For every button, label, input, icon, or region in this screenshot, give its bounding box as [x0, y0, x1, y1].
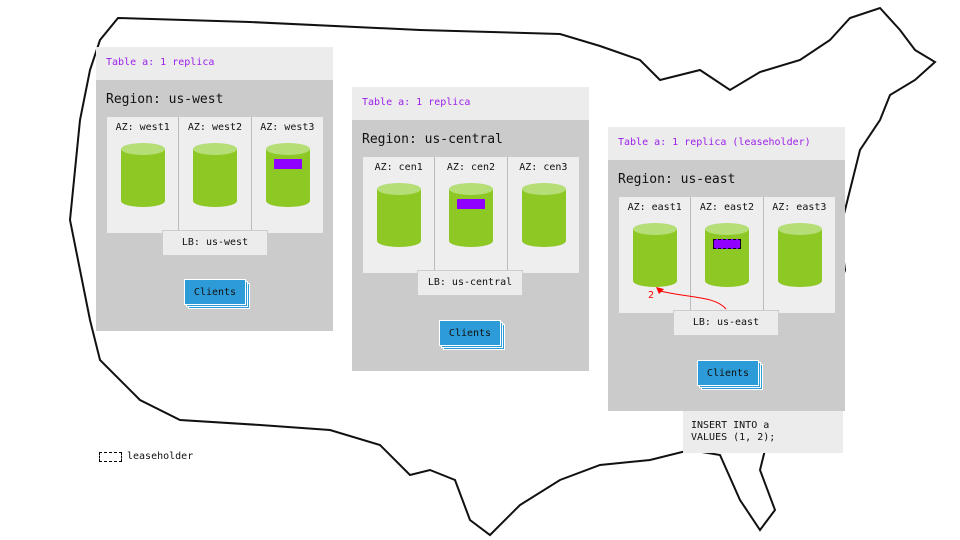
load-balancer: LB: us-east	[673, 310, 779, 336]
region-panel: Region: us-east AZ: east1 AZ: east2 AZ: …	[608, 160, 845, 411]
table-replica-label: Table a: 1 replica	[96, 47, 333, 80]
node-cylinder	[521, 183, 566, 247]
region-label: Region: us-east	[618, 172, 736, 187]
az-cen2: AZ: cen2	[435, 157, 508, 273]
leaseholder-replica	[713, 239, 742, 249]
region-label: Region: us-west	[106, 92, 224, 107]
az-west1: AZ: west1	[107, 117, 180, 233]
az-east3: AZ: east3	[764, 197, 835, 313]
arrow-step-label: 2	[648, 290, 655, 301]
sql-statement: INSERT INTO a VALUES (1, 2);	[683, 411, 843, 453]
az-label: AZ: east1	[627, 202, 682, 213]
leaseholder-legend-swatch	[99, 451, 122, 462]
clients-stack: Clients	[184, 279, 250, 309]
node-cylinder	[449, 183, 494, 247]
az-label: AZ: west1	[115, 122, 170, 133]
clients-label: Clients	[697, 360, 759, 386]
clients-stack: Clients	[439, 320, 505, 350]
region-panel: Region: us-central AZ: cen1 AZ: cen2 AZ:…	[352, 120, 589, 371]
az-label: AZ: west3	[260, 122, 315, 133]
az-label: AZ: cen3	[519, 162, 568, 173]
node-cylinder	[777, 223, 822, 287]
az-label: AZ: east3	[772, 202, 827, 213]
az-cen1: AZ: cen1	[363, 157, 436, 273]
clients-label: Clients	[439, 320, 501, 346]
az-east2: AZ: east2	[691, 197, 764, 313]
clients-label: Clients	[184, 279, 246, 305]
node-cylinder	[193, 143, 238, 207]
az-panel: AZ: east1 AZ: east2 AZ: east3	[619, 197, 835, 313]
az-panel: AZ: west1 AZ: west2 AZ: west3	[107, 117, 323, 233]
load-balancer: LB: us-central	[417, 270, 523, 296]
replica	[457, 199, 486, 209]
az-label: AZ: cen1	[374, 162, 423, 173]
az-label: AZ: west2	[187, 122, 243, 133]
table-replica-label: Table a: 1 replica (leaseholder)	[608, 127, 845, 160]
az-label: AZ: east2	[699, 202, 755, 213]
region-panel: Region: us-west AZ: west1 AZ: west2 AZ: …	[96, 80, 333, 331]
az-east1: AZ: east1	[619, 197, 692, 313]
legend-label: leaseholder	[127, 451, 194, 462]
node-cylinder	[377, 183, 421, 247]
load-balancer: LB: us-west	[162, 230, 268, 256]
az-west2: AZ: west2	[179, 117, 252, 233]
clients-stack: Clients	[697, 360, 763, 390]
legend: leaseholder	[99, 451, 193, 462]
region-label: Region: us-central	[362, 132, 503, 147]
az-label: AZ: cen2	[446, 162, 496, 173]
node-cylinder	[633, 223, 677, 287]
replica	[273, 159, 302, 169]
node-cylinder	[265, 143, 310, 207]
az-panel: AZ: cen1 AZ: cen2 AZ: cen3	[363, 157, 579, 273]
node-cylinder	[121, 143, 165, 207]
az-cen3: AZ: cen3	[508, 157, 579, 273]
az-west3: AZ: west3	[252, 117, 323, 233]
node-cylinder	[705, 223, 750, 287]
table-replica-label: Table a: 1 replica	[352, 87, 589, 120]
